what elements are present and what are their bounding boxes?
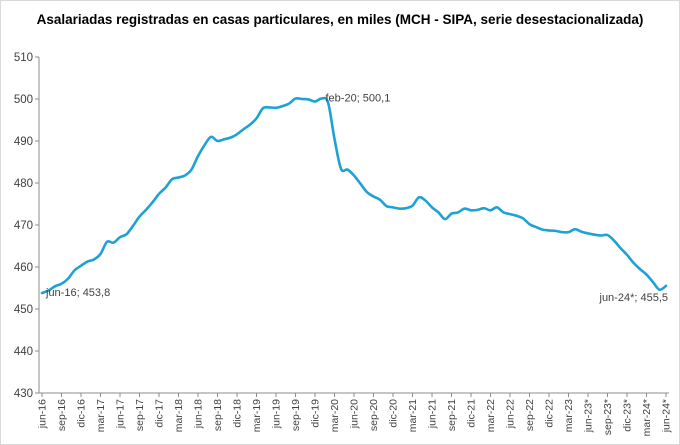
x-tick-label: mar-17 [95, 399, 107, 432]
data-label: feb-20; 500,1 [326, 93, 391, 105]
x-tick-label: dic-18 [232, 399, 244, 428]
x-tick-label: jun-16 [37, 399, 49, 429]
annotations: jun-16; 453,8 feb-20; 500,1 jun-24*; 455,5 [45, 93, 668, 304]
y-tick-label: 490 [14, 136, 33, 148]
x-tick-label: sep-23* [602, 399, 614, 435]
x-tick-label: sep-21 [446, 399, 458, 431]
x-tick-label: dic-20 [388, 399, 400, 428]
x-tick-label: jun-22 [505, 399, 517, 429]
x-tick-label: mar-23 [563, 399, 575, 432]
x-tick-label: dic-19 [310, 399, 322, 428]
y-tick-label: 480 [14, 178, 33, 190]
x-tick-label: sep-17 [134, 399, 146, 431]
x-tick-label: jun-24* [661, 399, 673, 433]
x-tick-label: mar-20 [329, 399, 341, 432]
x-tick-label: dic-22 [544, 399, 556, 428]
x-tick-label: dic-23* [622, 399, 634, 432]
x-tick-label: sep-22 [524, 399, 536, 431]
x-tick-label: mar-21 [407, 399, 419, 432]
data-label: jun-24*; 455,5 [599, 292, 669, 304]
x-tick-label: mar-22 [485, 399, 497, 432]
x-tick-label: jun-20 [349, 399, 361, 429]
x-tick-label: dic-17 [154, 399, 166, 428]
y-tick-label: 470 [14, 220, 33, 232]
x-axis-ticks: jun-16 sep-16 dic-16 mar-17 jun-17 sep-17 dic-… [37, 393, 673, 436]
data-label: jun-16; 453,8 [45, 287, 110, 299]
x-tick-label: jun-17 [115, 399, 127, 429]
x-tick-label: sep-18 [212, 399, 224, 431]
y-tick-label: 510 [14, 52, 33, 64]
x-tick-label: mar-18 [173, 399, 185, 432]
x-tick-label: jun-21 [427, 399, 439, 429]
chart-title: Asalariadas registradas en casas particu… [36, 12, 644, 27]
x-tick-label: sep-16 [56, 399, 68, 431]
x-tick-label: dic-16 [76, 399, 88, 428]
x-tick-label: sep-20 [368, 399, 380, 431]
x-tick-label: mar-24* [641, 399, 653, 436]
y-tick-label: 500 [14, 94, 33, 106]
x-tick-label: jun-23* [583, 399, 595, 433]
y-axis-ticks: 430 440 450 460 470 480 490 500 510 [14, 52, 39, 400]
x-tick-label: jun-19 [271, 399, 283, 429]
y-tick-label: 460 [14, 262, 33, 274]
y-tick-label: 450 [14, 304, 33, 316]
series-group [40, 96, 668, 295]
y-tick-label: 440 [14, 346, 33, 358]
series-line [40, 96, 668, 295]
y-tick-label: 430 [14, 388, 33, 400]
x-tick-label: mar-19 [251, 399, 263, 432]
x-tick-label: dic-21 [466, 399, 478, 428]
x-tick-label: jun-18 [193, 399, 205, 429]
x-tick-label: sep-19 [290, 399, 302, 431]
